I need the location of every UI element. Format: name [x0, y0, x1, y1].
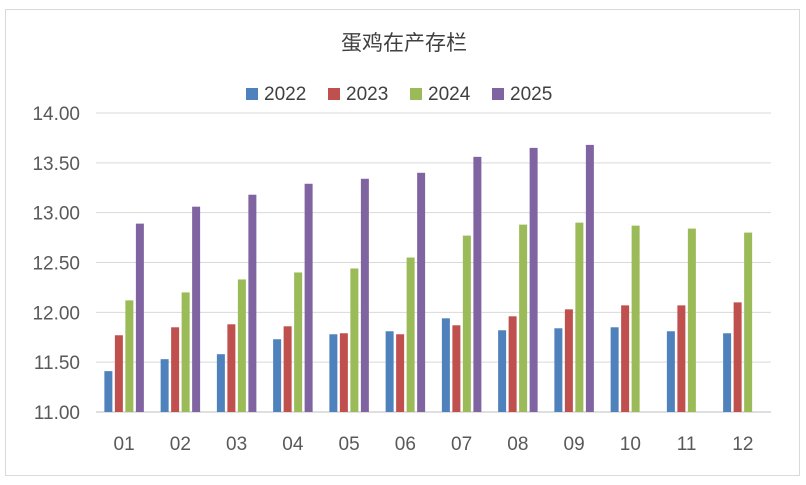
- x-tick-label: 06: [395, 434, 416, 455]
- x-tick-label: 11: [677, 434, 697, 455]
- bar-2024-09: [575, 222, 584, 412]
- bar-2023-01: [114, 335, 123, 412]
- x-tick-label: 07: [451, 434, 472, 455]
- y-tick-label: 13.00: [32, 204, 80, 225]
- bar-2024-12: [744, 232, 753, 412]
- y-tick-label: 11.50: [34, 353, 80, 374]
- bar-2023-04: [283, 326, 292, 412]
- bar-2022-09: [554, 328, 563, 412]
- bar-2023-06: [396, 334, 405, 412]
- bar-2025-07: [473, 156, 482, 412]
- legend-swatch: [246, 88, 258, 100]
- bar-2024-01: [125, 300, 134, 412]
- x-tick-label: 03: [226, 434, 247, 455]
- bar-2023-10: [621, 305, 630, 412]
- bar-2023-12: [733, 302, 742, 412]
- bar-2024-06: [406, 257, 415, 412]
- bar-2024-05: [350, 268, 359, 412]
- bars: [104, 144, 753, 413]
- bar-2022-02: [160, 359, 169, 412]
- bar-2022-04: [273, 339, 282, 412]
- x-tick-label: 08: [507, 434, 528, 455]
- bar-2024-04: [294, 272, 303, 412]
- legend-swatch: [410, 88, 422, 100]
- x-tick-label: 04: [282, 434, 304, 455]
- x-tick-label: 01: [114, 434, 135, 455]
- bar-2023-09: [564, 309, 573, 412]
- y-axis: 11.00 11.50 12.00 12.50 13.00 13.50 14.00: [32, 104, 80, 424]
- bar-2022-06: [385, 331, 394, 412]
- bar-2025-09: [585, 144, 594, 413]
- gridlines: [96, 112, 771, 413]
- legend-swatch: [328, 88, 340, 100]
- bar-2025-08: [529, 147, 538, 412]
- y-tick-label: 12.50: [32, 254, 80, 275]
- x-tick-label: 12: [732, 434, 753, 455]
- bar-2023-02: [171, 327, 180, 412]
- bar-2024-07: [462, 235, 471, 412]
- bar-2022-11: [666, 331, 675, 412]
- y-tick-label: 14.00: [32, 104, 80, 125]
- bar-2025-06: [417, 172, 426, 412]
- bar-2022-01: [104, 371, 113, 412]
- bar-2023-11: [677, 305, 686, 412]
- bar-2025-04: [304, 183, 313, 412]
- bar-2025-05: [360, 178, 369, 412]
- legend-label: 2025: [510, 84, 552, 105]
- bar-2023-08: [508, 316, 517, 412]
- chart-title: 蛋鸡在产存栏: [341, 31, 467, 55]
- y-tick-label: 12.00: [32, 303, 80, 324]
- legend-label: 2023: [346, 84, 388, 105]
- bar-2022-03: [216, 354, 225, 412]
- bar-2024-02: [181, 292, 190, 412]
- legend-swatch: [492, 88, 504, 100]
- bar-2024-08: [519, 224, 528, 412]
- x-tick-label: 09: [564, 434, 585, 455]
- bar-2023-07: [452, 325, 461, 412]
- bar-2024-10: [631, 225, 640, 412]
- legend-label: 2022: [264, 84, 306, 105]
- chart-frame: 蛋鸡在产存栏 01 02 03 04 05 06 07 08 09 10 11 12 11.00 11.…: [5, 9, 800, 476]
- bar-2023-03: [227, 324, 236, 412]
- y-tick-label: 11.00: [34, 403, 80, 424]
- bar-2022-07: [441, 318, 450, 412]
- x-tick-label: 02: [170, 434, 191, 455]
- x-tick-label: 10: [620, 434, 641, 455]
- bar-2025-01: [135, 223, 144, 412]
- bar-2025-02: [192, 206, 201, 412]
- x-tick-label: 05: [339, 434, 360, 455]
- x-axis: 01 02 03 04 05 06 07 08 09 10 11 12: [114, 434, 754, 455]
- legend-label: 2024: [428, 84, 471, 105]
- bar-2023-05: [339, 333, 348, 412]
- bar-2024-03: [237, 279, 246, 412]
- bar-2022-05: [329, 334, 338, 412]
- chart-svg: 蛋鸡在产存栏 01 02 03 04 05 06 07 08 09 10 11 12 11.0011.…: [32, 31, 771, 455]
- bar-2025-03: [248, 194, 257, 412]
- legend: 2022 2023 2024 2025: [246, 84, 552, 105]
- bar-2022-12: [723, 333, 732, 412]
- bar-2022-08: [498, 330, 507, 412]
- bar-2022-10: [610, 327, 619, 412]
- bar-2024-11: [687, 228, 696, 412]
- y-tick-label: 13.50: [32, 154, 80, 175]
